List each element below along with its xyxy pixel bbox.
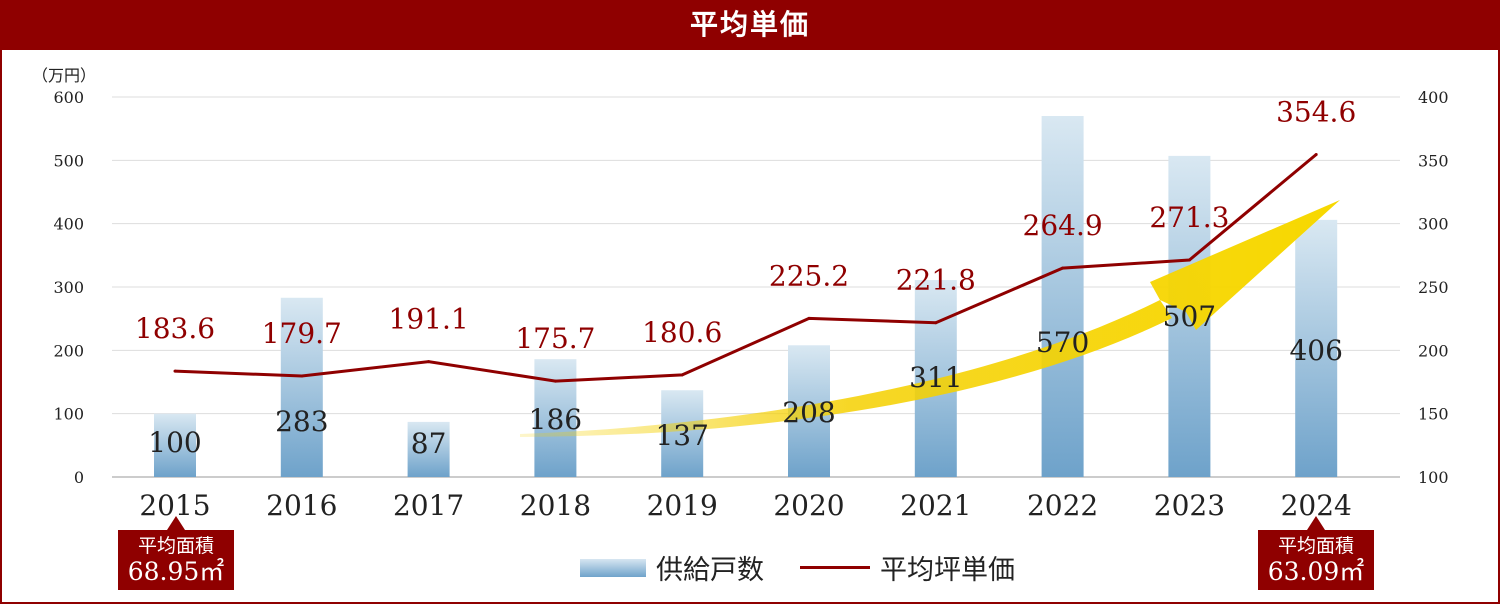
bar-data-label: 311 <box>909 361 962 394</box>
average-area-badge-2015: 平均面積 68.95㎡ <box>118 516 234 590</box>
left-axis-tick: 500 <box>53 151 84 170</box>
bar-data-label: 570 <box>1036 326 1089 359</box>
right-axis-tick: 400 <box>1418 88 1449 107</box>
line-series <box>174 153 1318 383</box>
right-axis-tick: 100 <box>1418 468 1449 487</box>
badge-value: 63.09㎡ <box>1267 557 1365 586</box>
line-data-label: 179.7 <box>262 317 342 350</box>
bar-data-label: 208 <box>782 396 835 429</box>
page-title: 平均単価 <box>0 0 1500 50</box>
right-axis-tick: 350 <box>1418 151 1449 170</box>
line-data-label: 191.1 <box>389 303 469 336</box>
bar-data-label: 137 <box>655 419 708 452</box>
legend-bar-label: 供給戸数 <box>656 555 764 586</box>
bar-2017 <box>407 421 450 477</box>
left-axis-tick: 600 <box>53 88 84 107</box>
left-axis-tick: 200 <box>53 341 84 360</box>
line-data-label: 354.6 <box>1276 96 1356 129</box>
badge-label: 平均面積 <box>1277 535 1354 557</box>
legend-line-swatch <box>800 566 870 569</box>
left-axis-tick: 0 <box>74 468 84 487</box>
bar-2019 <box>661 390 704 477</box>
line-data-label: 221.8 <box>896 264 976 297</box>
x-axis-tick: 2022 <box>1027 489 1098 522</box>
line-point-2019 <box>680 373 684 377</box>
x-axis-tick: 2019 <box>647 489 718 522</box>
bar-2016 <box>280 297 323 477</box>
line-point-2023 <box>1187 258 1191 262</box>
average-area-badge-2024: 平均面積 63.09㎡ <box>1258 516 1374 590</box>
bar-data-label: 186 <box>529 403 582 436</box>
right-axis-tick: 250 <box>1418 278 1449 297</box>
bar-data-label: 87 <box>411 427 447 460</box>
bar-data-label: 507 <box>1163 300 1216 333</box>
legend-bar-swatch <box>580 558 646 577</box>
bar-data-label: 283 <box>275 405 328 438</box>
line-point-2024 <box>1314 153 1318 157</box>
line-point-2018 <box>553 379 557 383</box>
line-data-label: 180.6 <box>642 316 722 349</box>
bar-data-label: 406 <box>1289 334 1342 367</box>
left-axis-tick: 400 <box>53 215 84 234</box>
legend-line-label: 平均坪単価 <box>880 555 1015 586</box>
line-point-2020 <box>807 316 811 320</box>
right-axis-tick: 150 <box>1418 405 1449 424</box>
x-axis-tick: 2023 <box>1154 489 1225 522</box>
x-axis-tick: 2021 <box>900 489 971 522</box>
x-axis-tick: 2016 <box>266 489 337 522</box>
x-axis-tick: 2018 <box>520 489 591 522</box>
line-data-label: 225.2 <box>769 259 849 292</box>
right-axis-tick: 300 <box>1418 215 1449 234</box>
bar-2015 <box>154 413 196 477</box>
bar-data-label: 100 <box>148 426 201 459</box>
left-axis-tick: 300 <box>53 278 84 297</box>
left-axis-tick: 100 <box>53 405 84 424</box>
line-data-label: 183.6 <box>135 312 215 345</box>
line-point-2015 <box>173 369 177 373</box>
x-axis-tick: 2017 <box>393 489 464 522</box>
line-point-2021 <box>934 321 938 325</box>
trend-arrow-icon <box>520 200 1340 437</box>
line-data-label: 264.9 <box>1023 209 1103 242</box>
badge-label: 平均面積 <box>137 535 214 557</box>
line-data-label: 175.7 <box>515 322 595 355</box>
x-axis-tick: 2020 <box>773 489 844 522</box>
line-point-2016 <box>300 374 304 378</box>
line-data-label: 271.3 <box>1149 201 1229 234</box>
bar-2022 <box>1041 116 1084 477</box>
left-axis-unit: （万円） <box>32 66 97 85</box>
bar-2024 <box>1295 219 1338 477</box>
line-point-2022 <box>1061 266 1065 270</box>
line-point-2017 <box>427 360 431 364</box>
right-axis-tick: 200 <box>1418 341 1449 360</box>
legend: 供給戸数 平均坪単価 <box>580 548 1015 587</box>
badge-value: 68.95㎡ <box>127 557 225 586</box>
